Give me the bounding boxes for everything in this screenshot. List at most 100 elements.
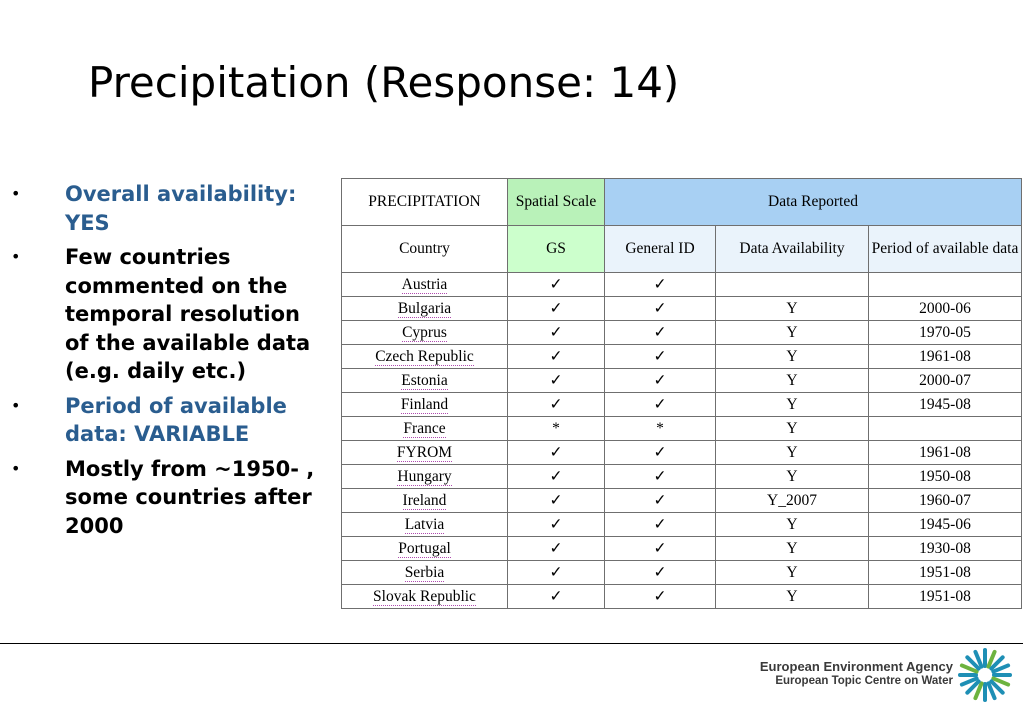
cell-period: 1960-07 xyxy=(868,488,1022,513)
cell-country: Portugal xyxy=(341,536,508,561)
cell-period: 1930-08 xyxy=(868,536,1022,561)
bullet-dot-icon: • xyxy=(11,247,21,266)
cell-period: 1945-06 xyxy=(868,512,1022,537)
cell-data-availability: Y xyxy=(715,560,869,585)
cell-general-id: ✓ xyxy=(604,320,716,345)
cell-general-id-text: ✓ xyxy=(653,492,667,509)
cell-country: Serbia xyxy=(341,560,508,585)
logo-ray xyxy=(986,681,997,701)
cell-country-text: FYROM xyxy=(396,443,453,462)
cell-gs: ✓ xyxy=(507,560,605,585)
table-subheader-row: Country GS General ID Data Availability … xyxy=(341,225,1022,273)
cell-gs-text: ✓ xyxy=(549,372,563,389)
cell-period: 1961-08 xyxy=(868,344,1022,369)
cell-period: 1961-08 xyxy=(868,440,1022,465)
cell-gs: ✓ xyxy=(507,536,605,561)
cell-general-id: ✓ xyxy=(604,584,716,609)
cell-data-availability-text: Y_2007 xyxy=(767,491,817,509)
cell-general-id-text: ✓ xyxy=(653,324,667,341)
cell-data-availability: Y xyxy=(715,440,869,465)
cell-data-availability: Y xyxy=(715,320,869,345)
cell-data-availability-text: Y xyxy=(786,395,798,413)
cell-country: France xyxy=(341,416,508,441)
cell-data-availability-text: Y xyxy=(786,563,798,581)
cell-country: Hungary xyxy=(341,464,508,489)
cell-gs: ✓ xyxy=(507,488,605,513)
cell-general-id: ✓ xyxy=(604,512,716,537)
header-category: PRECIPITATION xyxy=(341,178,508,226)
cell-country-text: Slovak Republic xyxy=(373,587,476,606)
cell-country: Czech Republic xyxy=(341,344,508,369)
cell-period-text: 2000-07 xyxy=(919,371,971,389)
logo-ray xyxy=(989,679,1005,695)
table-row: Finland ✓ ✓ Y 1945-08 xyxy=(341,392,1022,417)
table-row: Estonia ✓ ✓ Y 2000-07 xyxy=(341,368,1022,393)
eea-sun-logo-icon xyxy=(958,648,1012,702)
table-header-row: PRECIPITATION Spatial Scale Data Reporte… xyxy=(341,178,1022,226)
logo-ray xyxy=(991,663,1011,674)
cell-gs-text: ✓ xyxy=(549,444,563,461)
slide-title: Precipitation (Response: 14) xyxy=(88,58,680,107)
cell-country-text: Hungary xyxy=(397,467,452,486)
cell-period-text: 1960-07 xyxy=(919,491,971,509)
cell-period-text: 1945-06 xyxy=(919,515,971,533)
cell-general-id-text: ✓ xyxy=(653,540,667,557)
cell-country-text: Finland xyxy=(400,395,449,414)
cell-period-text: 1951-08 xyxy=(919,563,971,581)
logo-ray xyxy=(991,676,1011,687)
cell-data-availability: Y xyxy=(715,368,869,393)
cell-country-text: Austria xyxy=(401,275,448,294)
cell-data-availability: Y xyxy=(715,464,869,489)
cell-data-availability: Y xyxy=(715,536,869,561)
cell-gs: ✓ xyxy=(507,368,605,393)
header-data-availability: Data Availability xyxy=(715,225,869,273)
cell-country: Austria xyxy=(341,272,508,297)
bullet-text: Mostly from ~1950- , some countries afte… xyxy=(65,456,315,538)
cell-data-availability-text: Y xyxy=(786,467,798,485)
header-data-reported: Data Reported xyxy=(604,178,1022,226)
cell-gs-text: ✓ xyxy=(549,492,563,509)
cell-period-text: 1950-08 xyxy=(919,467,971,485)
footer-logo-text: European Environment Agency European Top… xyxy=(760,659,953,687)
cell-data-availability: Y xyxy=(715,512,869,537)
cell-country-text: France xyxy=(403,419,446,438)
cell-data-availability-text: Y xyxy=(786,323,798,341)
cell-general-id-text: ✓ xyxy=(653,276,667,293)
header-period: Period of available data xyxy=(868,225,1022,273)
cell-gs-text: ✓ xyxy=(549,324,563,341)
cell-data-availability-text: Y xyxy=(786,419,798,437)
cell-general-id-text: ✓ xyxy=(653,396,667,413)
cell-general-id-text: ✓ xyxy=(653,468,667,485)
cell-gs-text: ✓ xyxy=(549,396,563,413)
cell-general-id-text: ✓ xyxy=(653,564,667,581)
cell-data-availability-text: Y xyxy=(786,587,798,605)
cell-general-id: ✓ xyxy=(604,464,716,489)
cell-period-text: 1961-08 xyxy=(919,443,971,461)
bullet-text: Overall availability: YES xyxy=(65,182,297,235)
cell-country: Finland xyxy=(341,392,508,417)
bullet-list: • Overall availability: YES • Few countrie… xyxy=(8,180,323,546)
cell-period-text: 1970-05 xyxy=(919,323,971,341)
cell-gs: ✓ xyxy=(507,440,605,465)
cell-gs: ✓ xyxy=(507,344,605,369)
cell-country: Cyprus xyxy=(341,320,508,345)
cell-country: Latvia xyxy=(341,512,508,537)
cell-country: Slovak Republic xyxy=(341,584,508,609)
cell-gs: ✓ xyxy=(507,296,605,321)
cell-data-availability: Y xyxy=(715,296,869,321)
cell-period-text: 1961-08 xyxy=(919,347,971,365)
cell-period xyxy=(868,272,1022,297)
table-row: Latvia ✓ ✓ Y 1945-06 xyxy=(341,512,1022,537)
table-row: FYROM ✓ ✓ Y 1961-08 xyxy=(341,440,1022,465)
cell-gs-text: ✓ xyxy=(549,468,563,485)
cell-gs-text: ✓ xyxy=(549,276,563,293)
cell-data-availability-text: Y xyxy=(786,515,798,533)
cell-country-text: Portugal xyxy=(398,539,451,558)
cell-country-text: Bulgaria xyxy=(397,299,452,318)
bullet-dot-icon: • xyxy=(11,395,21,415)
cell-period-text: 1951-08 xyxy=(919,587,971,605)
cell-general-id-text: ✓ xyxy=(653,300,667,317)
header-country: Country xyxy=(341,225,508,273)
cell-country: Ireland xyxy=(341,488,508,513)
cell-general-id-text: ✓ xyxy=(653,588,667,605)
